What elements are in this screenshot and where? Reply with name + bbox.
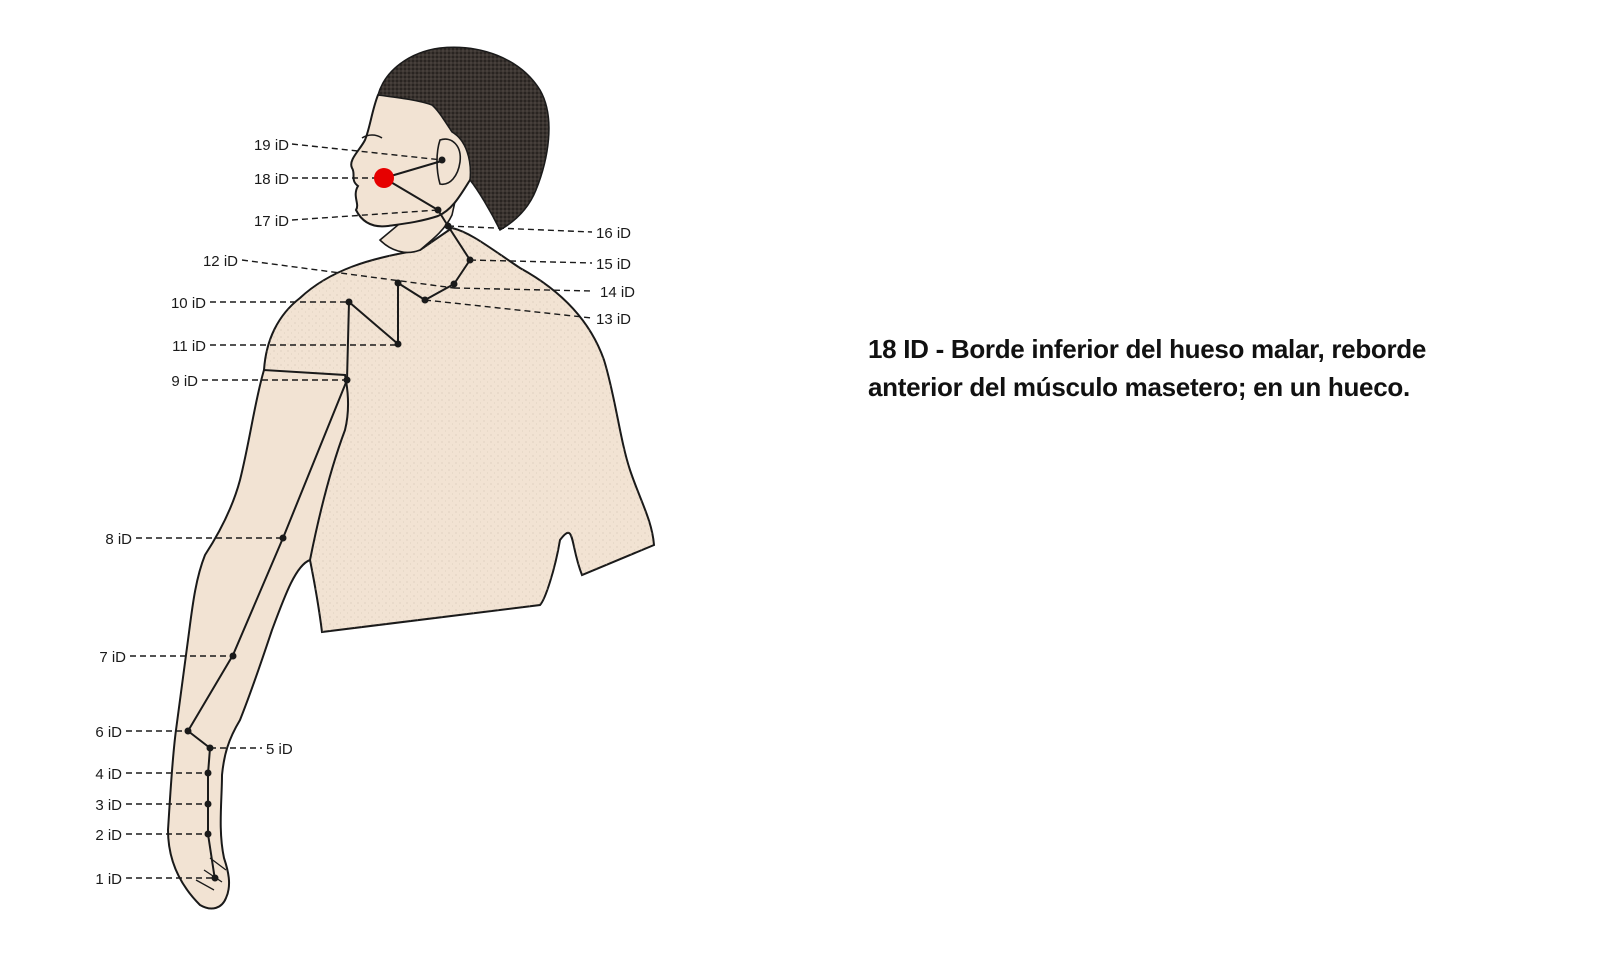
label-16: 16 iD bbox=[596, 225, 631, 242]
label-17: 17 iD bbox=[254, 213, 289, 230]
label-2: 2 iD bbox=[95, 827, 122, 844]
point-19 bbox=[438, 156, 446, 164]
label-12: 12 iD bbox=[203, 253, 238, 270]
point-14 bbox=[450, 280, 458, 288]
point-10 bbox=[345, 298, 353, 306]
eye-mark bbox=[361, 134, 383, 139]
point-6 bbox=[184, 727, 192, 735]
point-2 bbox=[204, 830, 212, 838]
point-17 bbox=[434, 206, 442, 214]
label-5: 5 iD bbox=[266, 741, 293, 758]
label-4: 4 iD bbox=[95, 766, 122, 783]
point-13 bbox=[421, 296, 429, 304]
torso-shading bbox=[262, 228, 654, 632]
point-9 bbox=[343, 376, 351, 384]
highlighted-point-18 bbox=[374, 168, 394, 188]
label-15: 15 iD bbox=[596, 256, 631, 273]
label-13: 13 iD bbox=[596, 311, 631, 328]
arm-shape bbox=[166, 368, 349, 910]
meridian-points bbox=[184, 156, 474, 882]
ear-shape bbox=[436, 138, 462, 186]
label-8: 8 iD bbox=[105, 531, 132, 548]
point-1 bbox=[211, 874, 219, 882]
leader-lines bbox=[126, 143, 593, 879]
label-18: 18 iD bbox=[254, 171, 289, 188]
label-6: 6 iD bbox=[95, 724, 122, 741]
point-12 bbox=[394, 279, 402, 287]
point-7 bbox=[229, 652, 237, 660]
point-11 bbox=[394, 340, 402, 348]
hair-shape bbox=[377, 46, 550, 232]
point-3 bbox=[204, 800, 212, 808]
point-description: 18 ID - Borde inferior del hueso malar, … bbox=[868, 330, 1508, 406]
point-5 bbox=[206, 744, 214, 752]
point-15 bbox=[466, 256, 474, 264]
label-9: 9 iD bbox=[171, 373, 198, 390]
point-8 bbox=[279, 534, 287, 542]
label-1: 1 iD bbox=[95, 871, 122, 888]
label-3: 3 iD bbox=[95, 797, 122, 814]
description-line-2: anterior del músculo masetero; en un hue… bbox=[868, 372, 1410, 402]
label-10: 10 iD bbox=[171, 295, 206, 312]
label-7: 7 iD bbox=[99, 649, 126, 666]
label-14: 14 iD bbox=[600, 284, 635, 301]
body-figure bbox=[166, 46, 656, 910]
point-labels: 19 iD 18 iD 17 iD 16 iD 15 iD 14 iD 13 i… bbox=[95, 137, 635, 888]
description-line-1: 18 ID - Borde inferior del hueso malar, … bbox=[868, 334, 1427, 364]
label-11: 11 iD bbox=[172, 338, 206, 355]
point-4 bbox=[204, 769, 212, 777]
point-16 bbox=[444, 222, 452, 230]
label-19: 19 iD bbox=[254, 137, 289, 154]
